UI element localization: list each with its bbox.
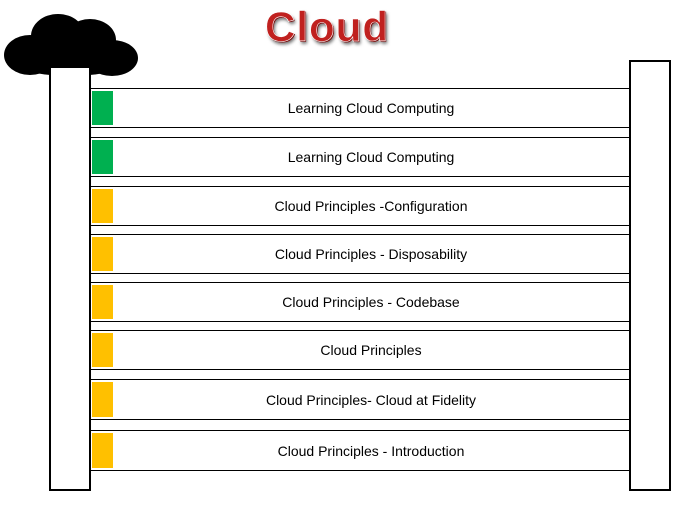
status-marker [92, 433, 113, 468]
ladder-post-right [629, 60, 671, 491]
status-marker [92, 382, 113, 417]
ladder-rung: Cloud Principles - Disposability [91, 234, 629, 274]
rung-label: Cloud Principles- Cloud at Fidelity [265, 391, 477, 408]
status-marker [92, 91, 113, 125]
ladder-rung: Cloud Principles [91, 330, 629, 370]
status-marker [92, 237, 113, 271]
ladder-rung: Learning Cloud Computing [91, 88, 629, 128]
rung-label: Cloud Principles - Introduction [277, 442, 465, 459]
rung-label: Cloud Principles [320, 342, 422, 358]
status-marker [92, 189, 113, 223]
rung-label: Cloud Principles - Disposability [274, 246, 468, 262]
status-marker [92, 140, 113, 174]
ladder-rung: Cloud Principles - Codebase [91, 282, 629, 322]
ladder-post-left [49, 66, 91, 491]
rung-label: Cloud Principles - Codebase [282, 294, 460, 310]
status-marker [92, 333, 113, 367]
status-marker [92, 285, 113, 319]
page-title: Cloud [265, 3, 389, 51]
rung-label: Cloud Principles -Configuration [274, 198, 468, 214]
rung-label: Learning Cloud Computing [287, 100, 455, 116]
ladder-rung: Cloud Principles -Configuration [91, 186, 629, 226]
ladder-rung: Cloud Principles - Introduction [91, 430, 629, 471]
ladder-rung: Learning Cloud Computing [91, 137, 629, 177]
cloud-icon [4, 14, 138, 76]
ladder-rung: Cloud Principles- Cloud at Fidelity [91, 379, 629, 420]
rung-label: Learning Cloud Computing [287, 149, 455, 165]
